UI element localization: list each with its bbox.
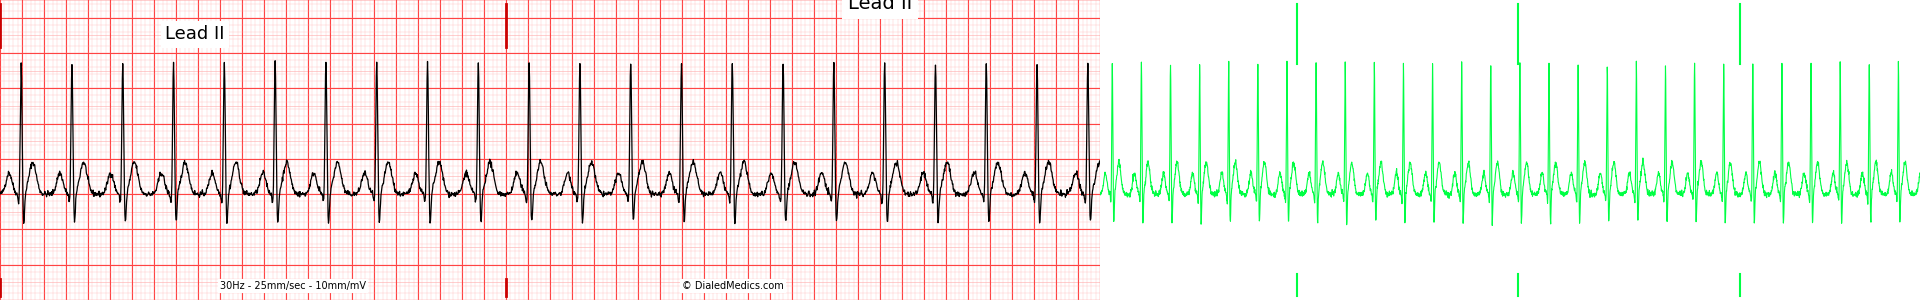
Text: 30Hz - 25mm/sec - 10mm/mV: 30Hz - 25mm/sec - 10mm/mV [221, 281, 367, 291]
Text: Lead II: Lead II [849, 0, 912, 13]
Text: Lead II: Lead II [165, 26, 225, 44]
Text: © DialedMedics.com: © DialedMedics.com [682, 281, 783, 291]
